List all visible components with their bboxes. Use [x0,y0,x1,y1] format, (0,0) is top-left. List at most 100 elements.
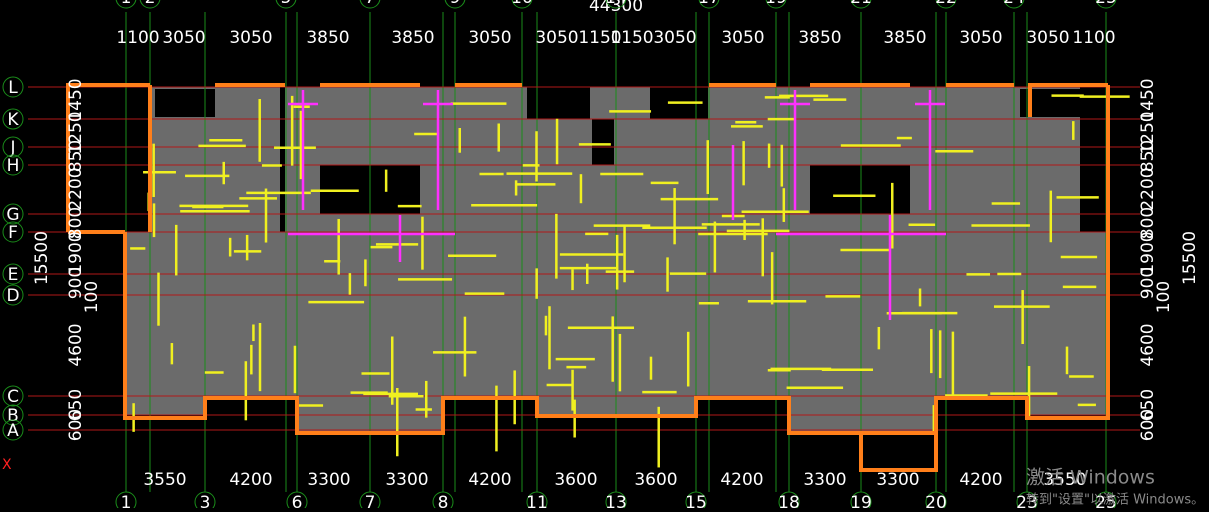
axis-bubble [2,404,24,426]
dim-label: 4200 [468,470,511,490]
void [592,119,614,165]
dim-total: 15500 [1180,231,1200,285]
dim-label: 1250 [1138,111,1158,154]
dim-label: 1900 [1138,231,1158,274]
dim-label: 4200 [229,470,272,490]
axis-bubble [115,0,137,9]
axis-bubble [2,76,24,98]
watermark-subtitle: 转到"设置"以激活 Windows。 [1026,493,1204,508]
dim-label: 650 [66,389,86,421]
axis-label: 1 [121,0,132,8]
axis-bubble [1095,491,1117,512]
dim-label: 3550 [1043,470,1086,490]
dim-label: 4600 [1138,323,1158,366]
axis-bubble [935,0,957,9]
axis-bubble [2,419,24,441]
dim-label: 100 [1154,281,1174,313]
dim-label: 600 [1138,409,1158,441]
axis-bubble [194,491,216,512]
axis-label: 9 [450,0,461,8]
dim-label: 100 [82,281,102,313]
axis-label: A [7,421,19,441]
dim-label: 650 [1138,389,1158,421]
axis-label: 11 [526,493,548,508]
axis-label: 5 [281,0,292,8]
axis-label: 2 [145,0,156,8]
axis-label: 10 [511,0,533,8]
dim-label: 850 [1138,140,1158,172]
axis-bubble [2,203,24,225]
axis-label: B [7,406,19,426]
axis-bubble [850,491,872,512]
axis-bubble [2,154,24,176]
axis-bubble [2,263,24,285]
dim-label: 900 [1138,267,1158,299]
axis-label: 21 [850,0,872,8]
dim-label: 800 [1138,207,1158,239]
dim-label: 3850 [391,28,434,48]
dim-label: 3300 [307,470,350,490]
axis-label: 19 [850,493,872,508]
dim-label: 3850 [798,28,841,48]
dim-label: 1900 [66,231,86,274]
axis-label: K [7,110,19,130]
dim-label: 3050 [162,28,205,48]
axis-label: E [8,265,19,285]
axis-bubble [2,108,24,130]
wall [123,232,1110,435]
dim-label: 2200 [1138,167,1158,210]
dim-label: 2200 [66,167,86,210]
void [527,87,590,119]
axis-label: 14 [605,0,627,8]
axis-label: G [6,205,19,225]
axis-bubble [2,136,24,158]
floor-plan [28,12,1140,492]
dim-label: 1100 [116,28,159,48]
axis-bubble [444,0,466,9]
watermark-title: 激活 Windows [1026,467,1155,489]
axis-label: 6 [292,493,303,508]
dim-label: 3600 [634,470,677,490]
axis-bubble [432,491,454,512]
dim-label: 3850 [306,28,349,48]
wall [66,83,1110,472]
axis-marker: X [2,457,12,473]
axis-label: 22 [935,0,957,8]
dim-label: 1450 [66,78,86,121]
void [155,89,215,117]
axis-label: D [6,286,19,306]
dim-label: 1100 [1072,28,1115,48]
axis-label: 25 [1095,0,1117,8]
dim-label: 900 [66,267,86,299]
dim-label: 600 [66,409,86,441]
dim-label: 1150 [578,28,621,48]
axis-bubble [685,491,707,512]
dim-label: 4600 [66,323,86,366]
axis-label: 23 [1016,493,1038,508]
axis-bubble [2,284,24,306]
dim-label: 3050 [959,28,1002,48]
axis-label: H [7,156,20,176]
dim-label: 3300 [385,470,428,490]
dim-label: 3050 [535,28,578,48]
axis-bubble [275,0,297,9]
axis-label: 17 [698,0,720,8]
axis-bubble [765,0,787,9]
axis-label: J [9,138,15,158]
axis-bubble [511,0,533,9]
slab [789,415,936,433]
dim-label: 3050 [229,28,272,48]
axis-bubble [925,491,947,512]
axis-bubble [1003,0,1025,9]
void [810,165,910,214]
axis-bubble [605,0,627,9]
axis-label: 8 [438,493,449,508]
axis-label: 25 [1095,493,1117,508]
dim-label: 3050 [1026,28,1069,48]
dim-label: 3300 [803,470,846,490]
axis-bubble [526,491,548,512]
axis-label: 3 [200,493,211,508]
